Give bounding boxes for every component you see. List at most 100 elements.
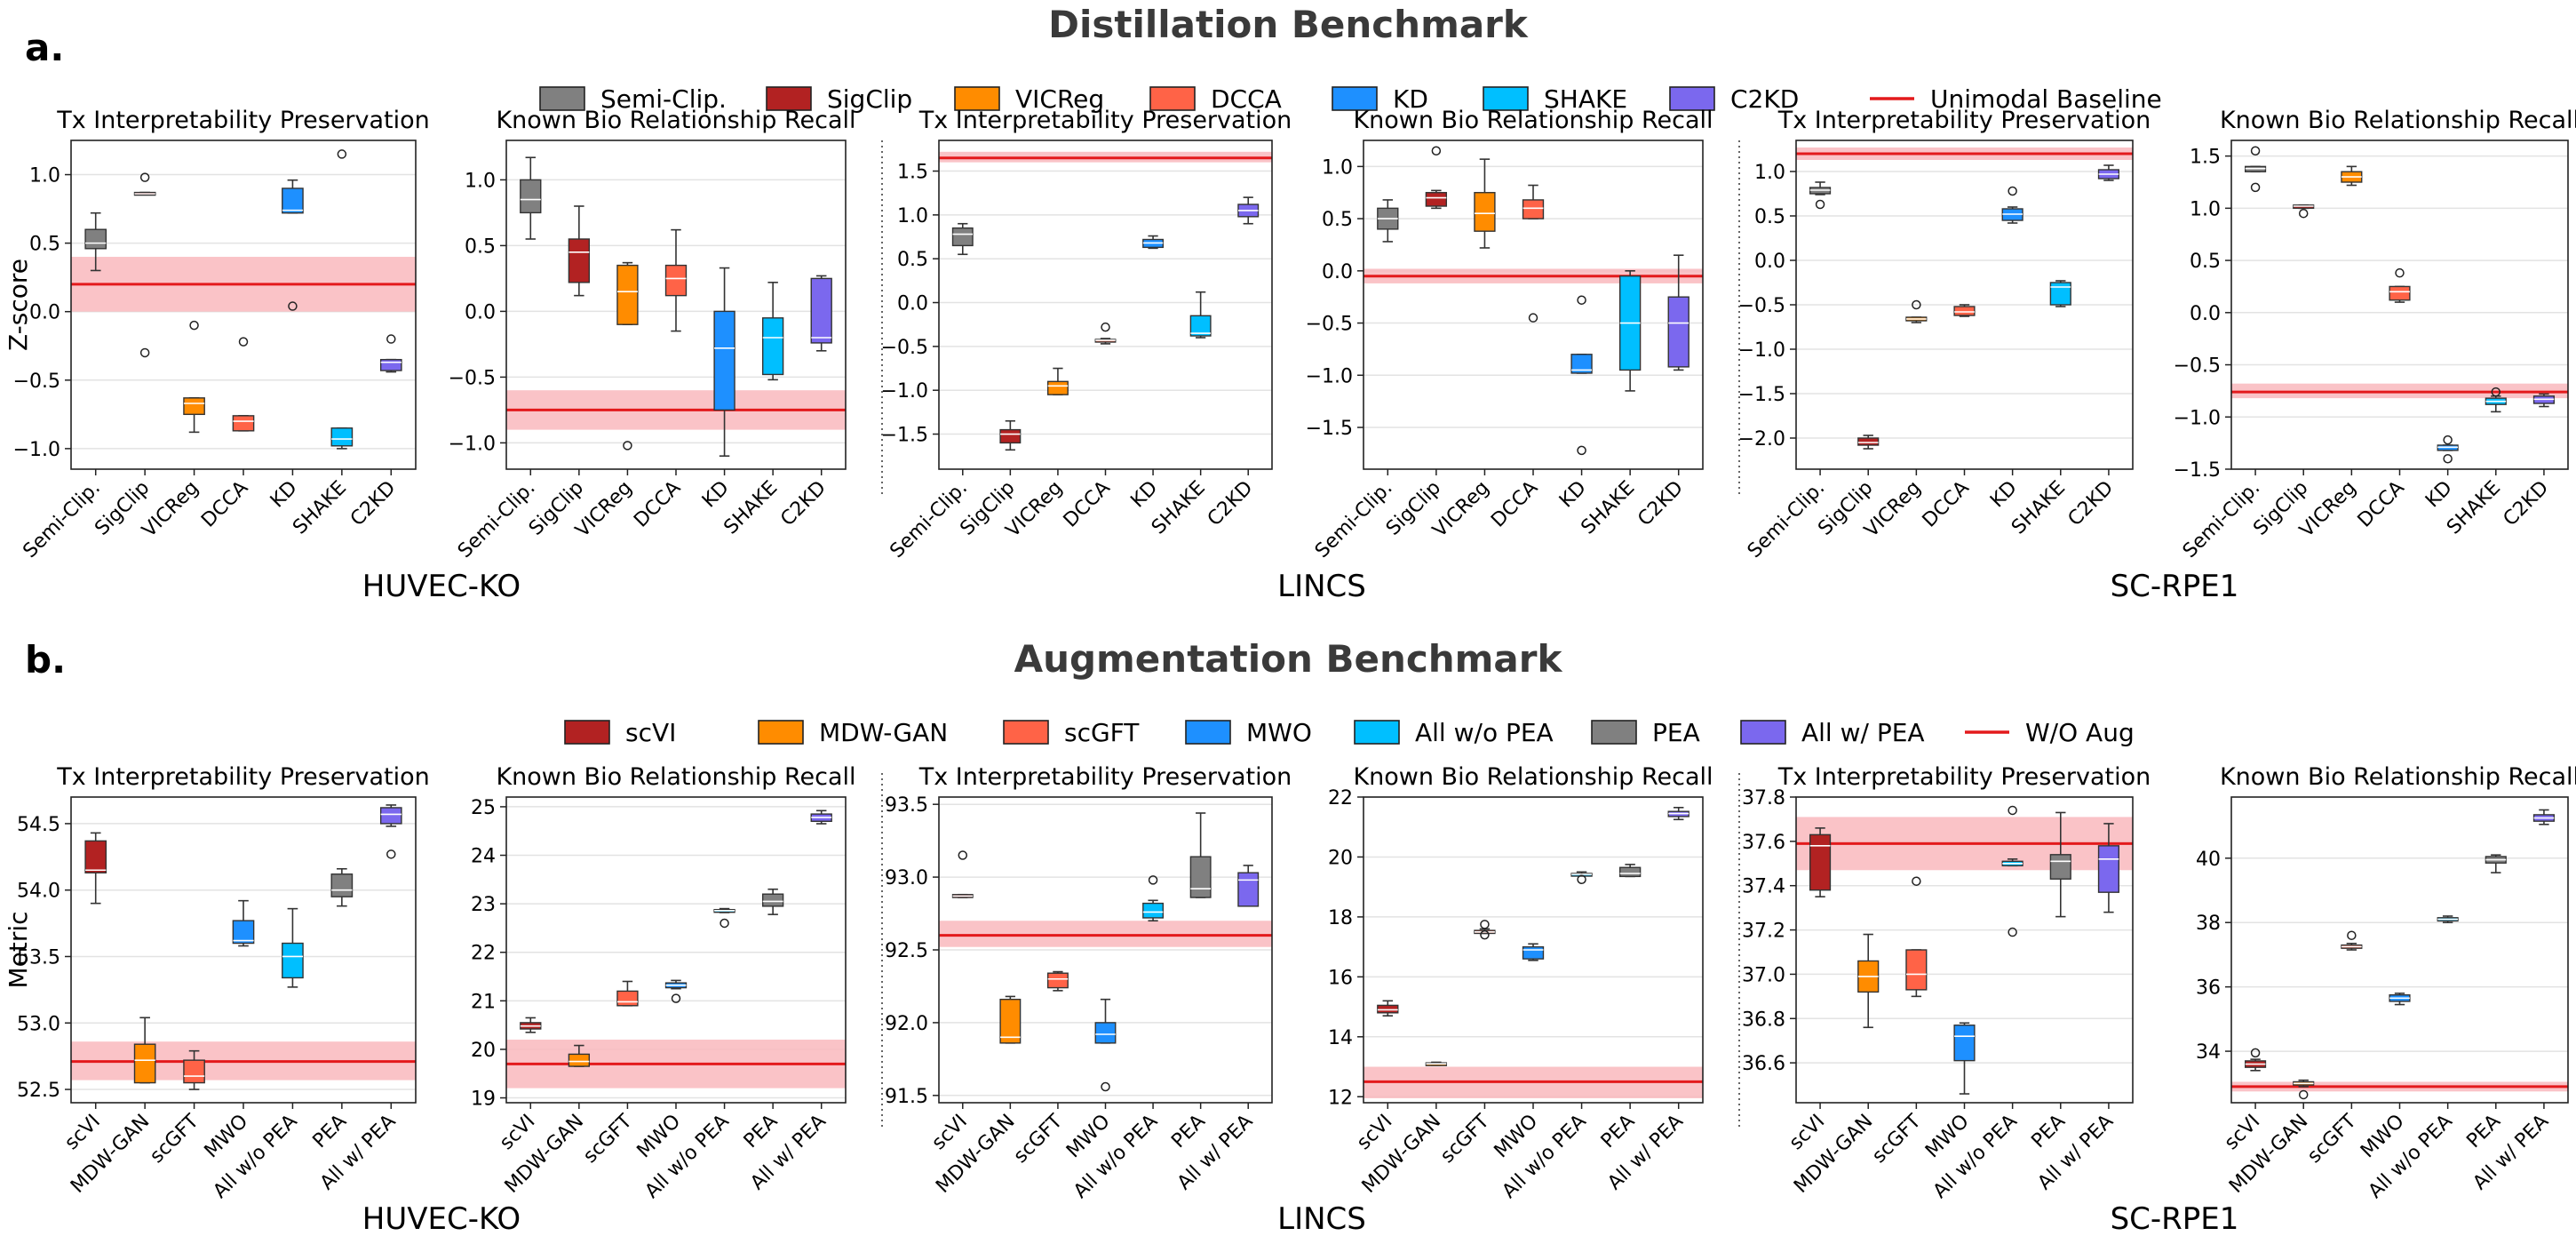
box-body — [1425, 192, 1448, 207]
box-mdw-gan — [1857, 933, 1880, 1029]
x-tick-label: KD — [1126, 477, 1162, 513]
x-tick-label: Semi-Clip. — [886, 477, 972, 563]
legend-item-pea: PEA — [1591, 718, 1700, 747]
subplot-a-5: Tx Interpretability Preservation −2.0 −1.5… — [1738, 107, 2151, 562]
box-body — [1857, 437, 1880, 446]
box-semi-clip — [951, 222, 974, 256]
outlier-point — [1912, 876, 1921, 886]
y-tick-label: 24 — [471, 846, 496, 868]
box-all-w-pea — [1667, 807, 1690, 821]
x-tick-label: scGFT — [146, 1110, 203, 1168]
box-body — [1474, 192, 1496, 232]
outlier-point — [958, 850, 968, 860]
x-tick-label: SHAKE — [2008, 477, 2070, 539]
legend-label: KD — [1393, 84, 1428, 114]
legend-swatch — [1591, 720, 1637, 745]
y-tick-label: 18 — [1328, 907, 1353, 929]
x-tick-label: scVI — [496, 1111, 540, 1155]
x-tick-label: PEA — [1167, 1111, 1210, 1153]
box-scgft — [2341, 930, 2363, 951]
x-tick-label: C2KD — [346, 477, 401, 531]
y-tick-label: 1.0 — [2190, 198, 2221, 220]
box-body — [999, 998, 1022, 1044]
panel-b-title: Augmentation Benchmark — [1014, 637, 1563, 681]
y-tick-label: 34 — [2196, 1041, 2221, 1064]
y-tick-label: 21 — [471, 991, 496, 1013]
x-tick-label: KD — [2421, 477, 2457, 513]
outlier-point — [2008, 186, 2017, 196]
box-vicreg — [1046, 367, 1069, 395]
legend-item-mwo: MWO — [1185, 718, 1312, 747]
box-body — [713, 310, 735, 411]
outlier-point — [1480, 920, 1490, 929]
box-dcca — [232, 337, 255, 432]
y-tick-label: −0.5 — [449, 367, 496, 389]
box-body — [2097, 845, 2119, 893]
y-tick-label: 1.5 — [2190, 147, 2221, 169]
legend-item-mdw-gan: MDW-GAN — [758, 718, 948, 747]
legend-item-w-o-aug: W/O Aug — [1965, 718, 2135, 747]
box-vicreg — [183, 320, 205, 434]
box-body — [1522, 945, 1545, 960]
x-tick-label: DCCA — [2354, 477, 2409, 532]
box-kd — [1570, 295, 1593, 456]
x-tick-label: scGFT — [579, 1110, 637, 1168]
box-body — [1046, 972, 1069, 989]
box-body — [568, 1053, 591, 1067]
box-all-w-o-pea — [2437, 915, 2459, 924]
box-body — [232, 415, 255, 432]
dataset-label-huvec-b: HUVEC-KO — [362, 1201, 521, 1237]
x-tick-label: scGFT — [2303, 1110, 2361, 1168]
box-body — [951, 227, 974, 247]
box-all-w-pea — [810, 809, 832, 825]
y-tick-label: 91.5 — [885, 1086, 928, 1108]
y-tick-label: −0.5 — [13, 371, 60, 393]
subplot-b-1: Tx Interpretability Preservation 52.5 53.0… — [4, 763, 430, 1203]
legend-label: Unimodal Baseline — [1930, 84, 2162, 114]
box-body — [1953, 1025, 1976, 1062]
y-tick-label: 54.5 — [17, 814, 60, 836]
y-tick-label: 23 — [471, 894, 496, 916]
panel-a-letter: a. — [25, 26, 64, 69]
x-tick-label: scGFT — [1868, 1110, 1926, 1168]
box-body — [1237, 872, 1260, 907]
y-tick-label: −1.0 — [13, 439, 60, 461]
box-scvi — [1377, 1000, 1399, 1017]
box-sigclip — [1857, 435, 1880, 450]
box-all-w-o-pea — [2001, 805, 2023, 937]
y-tick-label: 37.8 — [1742, 787, 1785, 809]
box-body — [84, 840, 107, 873]
box-shake — [1618, 270, 1642, 392]
box-kd — [2437, 435, 2459, 464]
box-kd — [713, 267, 735, 458]
box-mwo — [232, 899, 255, 947]
outlier-point — [288, 301, 298, 311]
box-body — [1953, 306, 1976, 316]
box-c2kd — [810, 275, 832, 352]
y-tick-label: 54.0 — [17, 881, 60, 903]
legend-label: MDW-GAN — [819, 718, 948, 747]
subplot-b-5: Tx Interpretability Preservation 36.6 36.8… — [1742, 763, 2151, 1203]
box-semi-clip — [1809, 181, 1832, 210]
y-tick-label: 19 — [471, 1088, 496, 1111]
subplot-b-3: Tx Interpretability Preservation 91.5 92.0… — [885, 763, 1292, 1203]
box-all-w-pea — [379, 804, 402, 859]
x-tick-label: SHAKE — [2443, 477, 2505, 539]
outlier-point — [1528, 313, 1538, 323]
panel-a-title: Distillation Benchmark — [1048, 3, 1529, 46]
legend-item-kd: KD — [1332, 84, 1428, 114]
box-shake — [2485, 387, 2507, 413]
box-mdw-gan — [568, 1044, 591, 1067]
y-tick-label: 22 — [1328, 787, 1353, 809]
box-pea — [1189, 812, 1212, 898]
box-mwo — [1522, 943, 1545, 961]
x-tick-label: DCCA — [1060, 477, 1115, 532]
y-tick-label: 37.0 — [1742, 964, 1785, 986]
x-tick-label: C2KD — [2064, 477, 2119, 531]
box-mwo — [1953, 1022, 1976, 1095]
box-body — [133, 1043, 156, 1084]
x-tick-label: Semi-Clip. — [19, 477, 105, 563]
y-tick-label: −0.5 — [1306, 314, 1353, 336]
outlier-point — [386, 334, 396, 344]
baseline-band — [939, 921, 1272, 947]
